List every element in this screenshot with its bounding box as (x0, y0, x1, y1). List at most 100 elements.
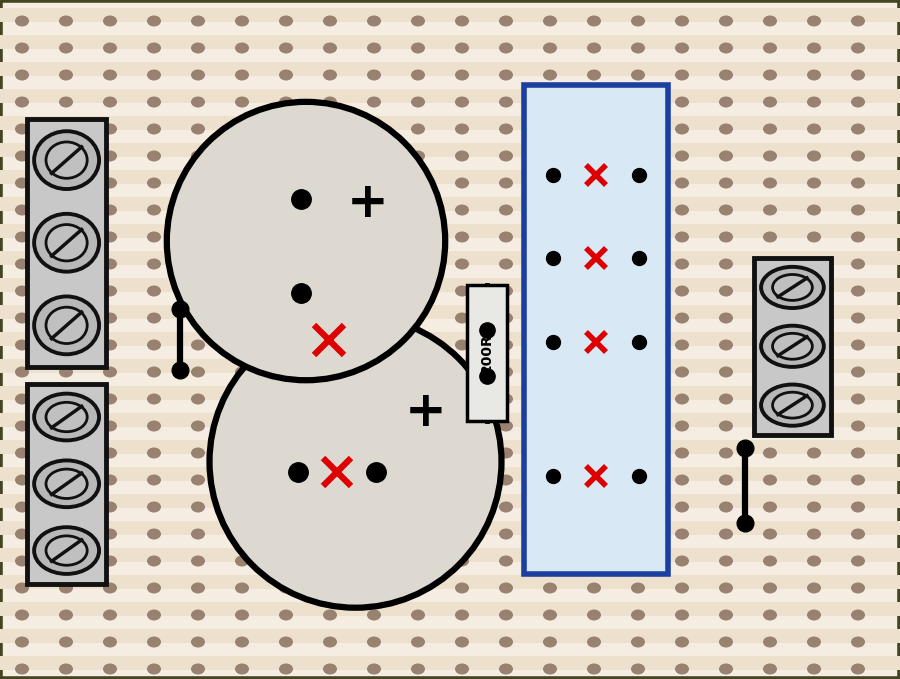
Ellipse shape (631, 636, 645, 648)
Ellipse shape (763, 151, 777, 162)
Ellipse shape (455, 232, 469, 242)
Ellipse shape (279, 663, 293, 674)
Ellipse shape (323, 583, 337, 593)
Ellipse shape (772, 333, 813, 359)
Ellipse shape (235, 583, 249, 593)
Ellipse shape (499, 259, 513, 270)
Ellipse shape (323, 447, 337, 458)
Ellipse shape (631, 312, 645, 323)
Ellipse shape (279, 528, 293, 540)
Ellipse shape (851, 555, 865, 566)
Ellipse shape (323, 259, 337, 270)
Bar (0, 548, 900, 562)
Ellipse shape (15, 610, 29, 621)
Bar (0, 8, 900, 22)
Ellipse shape (103, 340, 117, 350)
Ellipse shape (323, 43, 337, 54)
Ellipse shape (719, 420, 733, 431)
Ellipse shape (719, 96, 733, 107)
Ellipse shape (411, 555, 425, 566)
Ellipse shape (763, 340, 777, 350)
Ellipse shape (411, 475, 425, 485)
Ellipse shape (719, 340, 733, 350)
Ellipse shape (499, 367, 513, 378)
Ellipse shape (15, 177, 29, 189)
Ellipse shape (367, 312, 381, 323)
Ellipse shape (499, 610, 513, 621)
Ellipse shape (455, 69, 469, 81)
Ellipse shape (543, 43, 557, 54)
Ellipse shape (59, 610, 73, 621)
Ellipse shape (455, 420, 469, 431)
Ellipse shape (719, 69, 733, 81)
Ellipse shape (147, 96, 161, 107)
Ellipse shape (103, 663, 117, 674)
Ellipse shape (807, 259, 821, 270)
Ellipse shape (235, 124, 249, 134)
Ellipse shape (147, 636, 161, 648)
Ellipse shape (323, 528, 337, 540)
Ellipse shape (147, 610, 161, 621)
Ellipse shape (367, 394, 381, 405)
Ellipse shape (631, 420, 645, 431)
Ellipse shape (763, 96, 777, 107)
Ellipse shape (279, 124, 293, 134)
Ellipse shape (15, 663, 29, 674)
Ellipse shape (631, 16, 645, 26)
Ellipse shape (587, 502, 601, 513)
Ellipse shape (367, 259, 381, 270)
Ellipse shape (411, 96, 425, 107)
Ellipse shape (59, 124, 73, 134)
Ellipse shape (499, 502, 513, 513)
Ellipse shape (59, 636, 73, 648)
Ellipse shape (763, 367, 777, 378)
Ellipse shape (675, 663, 689, 674)
Ellipse shape (235, 312, 249, 323)
Ellipse shape (543, 96, 557, 107)
Ellipse shape (763, 232, 777, 242)
Ellipse shape (34, 394, 99, 441)
Ellipse shape (455, 177, 469, 189)
Ellipse shape (763, 447, 777, 458)
Ellipse shape (761, 384, 824, 426)
Ellipse shape (499, 475, 513, 485)
Ellipse shape (675, 340, 689, 350)
Ellipse shape (235, 447, 249, 458)
Ellipse shape (191, 636, 205, 648)
Ellipse shape (103, 151, 117, 162)
Ellipse shape (103, 69, 117, 81)
Ellipse shape (15, 43, 29, 54)
Ellipse shape (851, 69, 865, 81)
Ellipse shape (323, 285, 337, 297)
Ellipse shape (455, 394, 469, 405)
Bar (0, 629, 900, 643)
Ellipse shape (807, 420, 821, 431)
Ellipse shape (323, 340, 337, 350)
Ellipse shape (719, 16, 733, 26)
Ellipse shape (191, 583, 205, 593)
Ellipse shape (807, 475, 821, 485)
Ellipse shape (103, 43, 117, 54)
Ellipse shape (59, 16, 73, 26)
Ellipse shape (191, 151, 205, 162)
Ellipse shape (455, 475, 469, 485)
Ellipse shape (543, 475, 557, 485)
Ellipse shape (631, 394, 645, 405)
Ellipse shape (323, 177, 337, 189)
Ellipse shape (543, 528, 557, 540)
Ellipse shape (851, 447, 865, 458)
Ellipse shape (719, 610, 733, 621)
Ellipse shape (279, 16, 293, 26)
Ellipse shape (191, 610, 205, 621)
Ellipse shape (411, 69, 425, 81)
Ellipse shape (103, 475, 117, 485)
Ellipse shape (631, 447, 645, 458)
Ellipse shape (807, 528, 821, 540)
Ellipse shape (411, 204, 425, 215)
Ellipse shape (675, 555, 689, 566)
Ellipse shape (499, 420, 513, 431)
Ellipse shape (807, 285, 821, 297)
Ellipse shape (147, 447, 161, 458)
Ellipse shape (807, 663, 821, 674)
Ellipse shape (235, 475, 249, 485)
